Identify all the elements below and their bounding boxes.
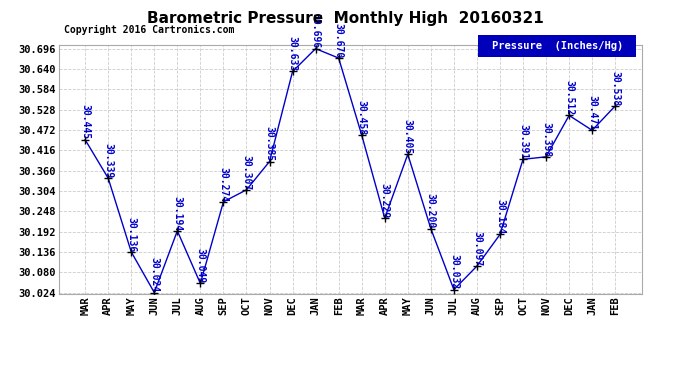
- Point: [586, 127, 598, 133]
- Point: [241, 187, 252, 193]
- Text: 30.339: 30.339: [104, 143, 113, 178]
- Text: 30.696: 30.696: [310, 13, 321, 49]
- Point: [471, 263, 482, 269]
- Text: 30.097: 30.097: [472, 231, 482, 266]
- Text: 30.136: 30.136: [126, 217, 136, 252]
- Point: [126, 249, 137, 255]
- Text: 30.405: 30.405: [403, 119, 413, 154]
- Text: 30.385: 30.385: [264, 126, 275, 162]
- Text: 30.024: 30.024: [149, 257, 159, 292]
- Text: Copyright 2016 Cartronics.com: Copyright 2016 Cartronics.com: [64, 25, 235, 35]
- Text: 30.049: 30.049: [195, 248, 206, 284]
- Point: [333, 55, 344, 61]
- Point: [540, 154, 551, 160]
- Text: 30.633: 30.633: [288, 36, 297, 72]
- Text: 30.471: 30.471: [587, 95, 597, 130]
- Text: 30.307: 30.307: [241, 154, 251, 190]
- Text: 30.194: 30.194: [172, 196, 182, 231]
- Point: [425, 226, 436, 232]
- Text: 30.670: 30.670: [334, 23, 344, 58]
- Text: 30.032: 30.032: [449, 254, 459, 290]
- Point: [264, 159, 275, 165]
- Point: [402, 151, 413, 157]
- Point: [172, 228, 183, 234]
- Point: [79, 137, 90, 143]
- Text: 30.200: 30.200: [426, 194, 436, 229]
- Text: Barometric Pressure  Monthly High  20160321: Barometric Pressure Monthly High 2016032…: [146, 11, 544, 26]
- Text: 30.229: 30.229: [380, 183, 390, 218]
- Text: 30.184: 30.184: [495, 199, 505, 234]
- Point: [218, 199, 229, 205]
- Point: [495, 231, 506, 237]
- Point: [518, 156, 529, 162]
- Text: 30.458: 30.458: [357, 100, 366, 135]
- Text: 30.274: 30.274: [219, 166, 228, 202]
- Point: [195, 280, 206, 286]
- Point: [310, 46, 321, 52]
- Text: 30.445: 30.445: [80, 105, 90, 140]
- Point: [103, 175, 114, 181]
- Point: [149, 290, 160, 296]
- Text: 30.398: 30.398: [541, 122, 551, 157]
- Text: 30.538: 30.538: [610, 71, 620, 106]
- Text: 30.512: 30.512: [564, 80, 574, 116]
- Text: 30.391: 30.391: [518, 124, 528, 159]
- Point: [356, 132, 367, 138]
- Point: [380, 215, 391, 221]
- Point: [610, 103, 621, 109]
- Point: [287, 69, 298, 75]
- Point: [564, 112, 575, 118]
- Point: [448, 286, 460, 292]
